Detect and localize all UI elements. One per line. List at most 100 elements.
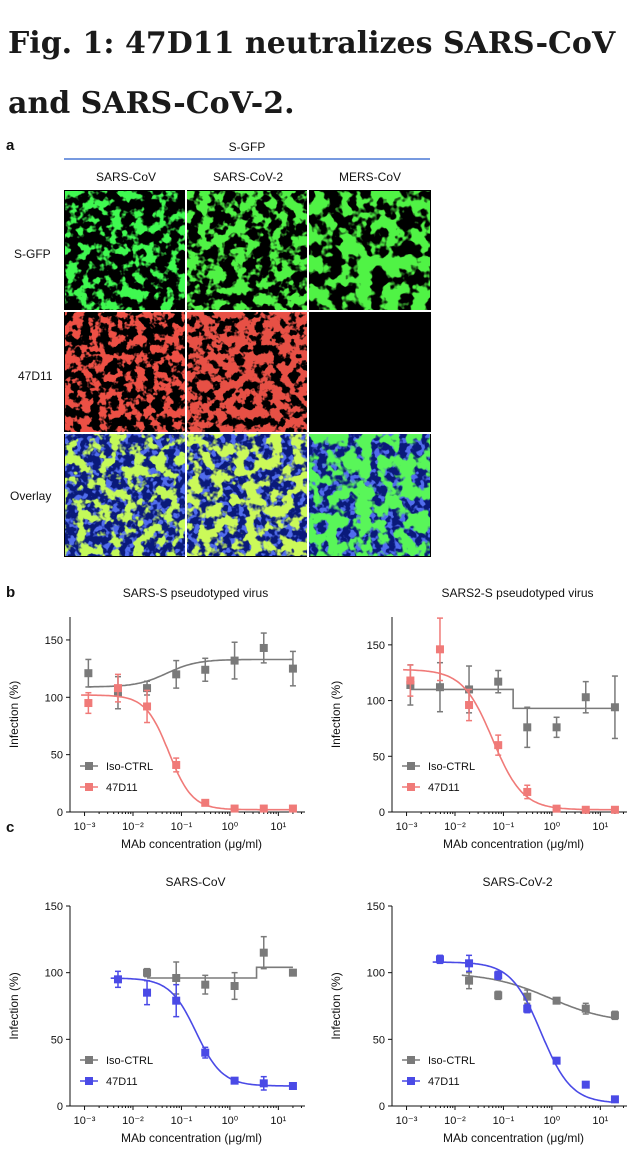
legend-label: 47D11 <box>428 1076 460 1088</box>
data-point <box>610 805 619 814</box>
fit-curve <box>81 694 293 811</box>
data-point <box>259 1079 268 1088</box>
fit-curve <box>88 658 293 688</box>
x-tick-label: 10⁻¹ <box>493 1115 515 1127</box>
data-point <box>113 975 122 984</box>
legend-marker <box>407 1056 415 1064</box>
micrograph-mers-cov-47d11 <box>309 312 430 432</box>
data-point <box>494 971 503 980</box>
y-tick-label: 150 <box>367 640 385 652</box>
y-tick-label: 0 <box>57 807 63 819</box>
data-point <box>552 1056 561 1065</box>
fit-curve <box>410 688 615 710</box>
panel-a-letter: a <box>6 137 15 154</box>
series-47d11: 47D11 <box>402 954 619 1104</box>
y-axis-label: Infection (%) <box>7 972 21 1039</box>
data-point <box>581 1080 590 1089</box>
data-point <box>494 991 503 1000</box>
y-tick-label: 150 <box>45 901 63 913</box>
data-point <box>113 684 122 693</box>
data-point <box>259 804 268 813</box>
data-point <box>581 693 590 702</box>
col-label-sars-cov: SARS-CoV <box>96 170 156 184</box>
y-tick-label: 50 <box>373 1034 385 1046</box>
row-label-overlay: Overlay <box>10 489 51 503</box>
x-tick-label: 10⁻¹ <box>493 821 515 833</box>
legend-label: 47D11 <box>428 782 460 794</box>
legend-marker <box>85 783 93 791</box>
data-point <box>288 804 297 813</box>
y-tick-label: 100 <box>367 968 385 980</box>
data-point <box>288 968 297 977</box>
data-point <box>172 670 181 679</box>
fit-curve <box>403 668 615 811</box>
series-47d11: 47D11 <box>80 970 297 1091</box>
y-axis-label: Infection (%) <box>329 972 343 1039</box>
dose-response-charts: SARS-S pseudotyped virus 0 50 100 150 10⁻³ 10⁻… <box>7 586 627 1145</box>
data-point <box>610 1011 619 1020</box>
legend-marker <box>407 1077 415 1085</box>
data-point <box>552 804 561 813</box>
legend-label: Iso-CTRL <box>106 1055 153 1067</box>
data-point <box>143 684 152 693</box>
data-point <box>610 703 619 712</box>
y-tick-label: 50 <box>51 1034 63 1046</box>
data-point <box>201 1048 210 1057</box>
chart-title: SARS-CoV-2 <box>482 875 552 889</box>
x-tick-label: 10⁰ <box>222 1115 239 1127</box>
y-tick-label: 50 <box>51 750 63 762</box>
chart-title: SARS-CoV <box>165 875 225 889</box>
data-point <box>610 1095 619 1104</box>
data-point <box>230 804 239 813</box>
fit-curve <box>147 966 293 979</box>
chart-4: SARS-CoV-2 0 50 100 150 10⁻³ 10⁻² 10⁻¹ 10⁰ 10¹ MAb… <box>329 875 627 1145</box>
y-axis-label: Infection (%) <box>7 681 21 748</box>
row-label-47d11: 47D11 <box>18 369 53 383</box>
x-tick-label: 10⁻³ <box>396 821 418 833</box>
data-point <box>259 948 268 957</box>
data-point <box>465 701 474 710</box>
data-point <box>552 996 561 1005</box>
legend-label: Iso-CTRL <box>428 1055 475 1067</box>
legend-label: Iso-CTRL <box>428 761 475 773</box>
x-axis-label: MAb concentration (μg/ml) <box>443 1131 584 1145</box>
legend-label: 47D11 <box>106 1076 138 1088</box>
x-tick-label: 10⁻² <box>122 1115 144 1127</box>
y-tick-label: 100 <box>45 968 63 980</box>
fit-curve <box>432 961 615 1104</box>
x-axis-label: MAb concentration (μg/ml) <box>443 837 584 851</box>
data-point <box>201 980 210 989</box>
data-point <box>143 702 152 711</box>
y-tick-label: 50 <box>373 751 385 763</box>
legend-marker <box>85 1056 93 1064</box>
chart-2: SARS2-S pseudotyped virus 0 50 100 150 10⁻³ 10… <box>329 586 627 851</box>
chart-3: SARS-CoV 0 50 100 150 10⁻³ 10⁻² 10⁻¹ 10⁰ 10¹ MAb c… <box>7 875 305 1145</box>
data-point <box>435 955 444 964</box>
data-point <box>523 992 532 1001</box>
figure-title: Fig. 1: 47D11 neutralizes SARS-CoV and S… <box>8 26 616 121</box>
x-tick-label: 10⁰ <box>222 821 239 833</box>
legend-marker <box>85 1077 93 1085</box>
legend-label: 47D11 <box>106 782 138 794</box>
y-tick-label: 150 <box>367 901 385 913</box>
x-tick-label: 10⁻³ <box>74 1115 96 1127</box>
data-point <box>465 976 474 985</box>
data-point <box>230 1076 239 1085</box>
legend-marker <box>407 783 415 791</box>
y-tick-label: 100 <box>367 696 385 708</box>
data-point <box>201 798 210 807</box>
x-tick-label: 10⁰ <box>544 1115 561 1127</box>
x-tick-label: 10⁻² <box>122 821 144 833</box>
data-point <box>435 645 444 654</box>
data-point <box>230 982 239 990</box>
series-iso-ctrl: Iso-CTRL <box>402 971 619 1067</box>
micrograph-grid <box>64 190 431 557</box>
x-tick-label: 10⁻³ <box>396 1115 418 1127</box>
data-point <box>172 974 181 982</box>
legend-marker <box>85 762 93 770</box>
fit-curve <box>110 977 293 1087</box>
y-tick-label: 0 <box>379 807 385 819</box>
fit-curve <box>461 974 615 1019</box>
series-47d11: 47D11 <box>80 673 297 813</box>
